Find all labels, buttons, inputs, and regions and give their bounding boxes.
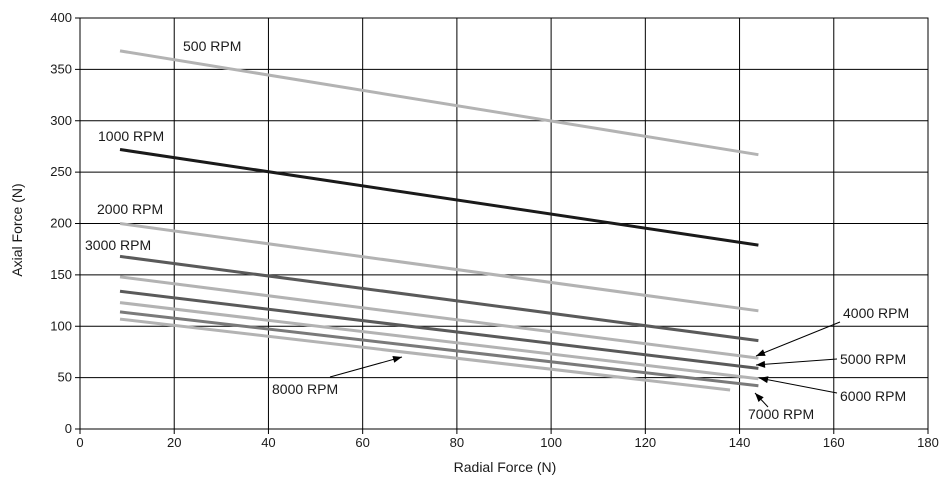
series-line-4000-rpm [119, 275, 759, 360]
series-label-7000-rpm: 7000 RPM [748, 406, 814, 422]
arrowhead [755, 393, 764, 402]
x-tick-label: 160 [823, 435, 845, 450]
series-label-500-rpm: 500 RPM [183, 38, 241, 54]
x-tick-label: 100 [540, 435, 562, 450]
y-tick-label: 50 [58, 370, 72, 385]
series-label-4000-rpm: 4000 RPM [843, 305, 909, 321]
series-line-5000-rpm [119, 289, 759, 370]
series-line-3000-rpm [119, 254, 759, 343]
x-tick-label: 60 [355, 435, 369, 450]
series-line-2000-rpm [119, 222, 759, 313]
series-label-3000-rpm: 3000 RPM [85, 237, 151, 253]
arrowhead [392, 356, 402, 363]
x-tick-label: 120 [634, 435, 656, 450]
leader-line [329, 356, 403, 378]
series-line-7000-rpm [119, 310, 759, 388]
x-axis-title: Radial Force (N) [454, 459, 557, 475]
series-line-8000-rpm [119, 317, 731, 392]
leader-line [755, 358, 838, 366]
x-tick-label: 20 [167, 435, 181, 450]
series-annotations: 500 RPM 1000 RPM 2000 RPM 3000 RPM 4000 RPM 5… [85, 38, 909, 422]
y-tick-label: 200 [50, 216, 72, 231]
y-tick-label: 0 [65, 421, 72, 436]
x-tick-label: 0 [76, 435, 83, 450]
y-axis-title: Axial Force (N) [9, 183, 25, 276]
y-tick-label: 350 [50, 61, 72, 76]
x-tick-label: 80 [450, 435, 464, 450]
x-tick-label: 180 [917, 435, 939, 450]
y-tick-label: 400 [50, 10, 72, 25]
y-tick-label: 150 [50, 267, 72, 282]
plot-frame [75, 17, 929, 434]
series-line-6000-rpm [119, 301, 759, 381]
y-tick-label: 100 [50, 318, 72, 333]
y-tick-label: 250 [50, 164, 72, 179]
series-lines [119, 49, 759, 392]
leader-line [758, 377, 838, 394]
y-tick-label: 300 [50, 113, 72, 128]
tick-labels: 0 20 40 60 80 100 120 140 160 180 0 50 100 150 200 250 3… [50, 10, 939, 450]
series-label-2000-rpm: 2000 RPM [97, 201, 163, 217]
series-label-8000-rpm: 8000 RPM [272, 381, 338, 397]
arrowhead [756, 360, 766, 368]
arrowhead [759, 376, 769, 384]
leader-line [755, 321, 841, 357]
series-label-5000-rpm: 5000 RPM [840, 351, 906, 367]
series-label-6000-rpm: 6000 RPM [840, 388, 906, 404]
arrowhead [756, 349, 766, 356]
grid-lines [80, 18, 928, 429]
x-tick-label: 40 [261, 435, 275, 450]
x-tick-label: 140 [729, 435, 751, 450]
series-line-500-rpm [119, 49, 759, 157]
series-line-1000-rpm [119, 148, 759, 247]
series-label-1000-rpm: 1000 RPM [98, 128, 164, 144]
